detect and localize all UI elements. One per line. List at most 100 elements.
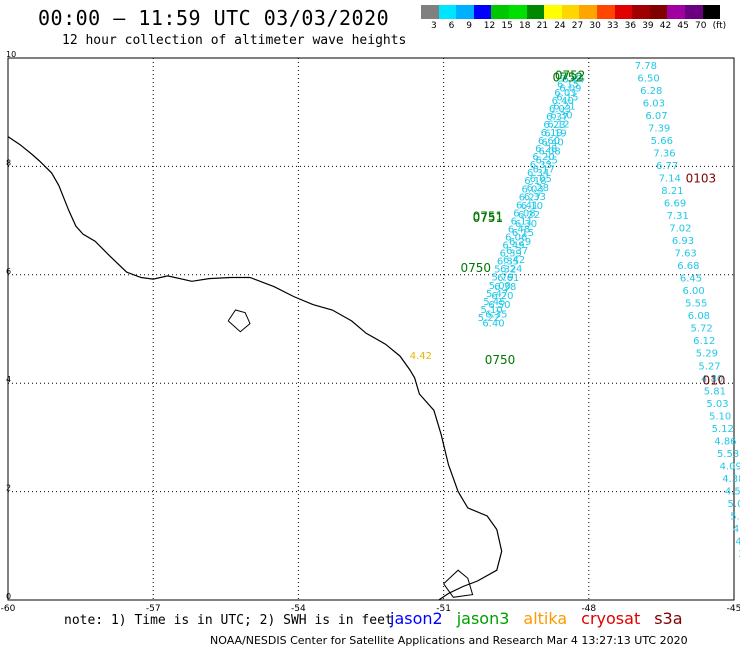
colorbar-swatch	[544, 5, 562, 19]
swh-value-label: 6.08	[513, 208, 535, 219]
swh-value-label: 5.03	[706, 399, 728, 410]
swh-value-label: 3.94	[738, 549, 740, 560]
swh-value-label: 5.27	[698, 361, 720, 372]
legend-item-jason2: jason2	[390, 609, 443, 628]
swh-value-label: 6.10	[521, 201, 543, 212]
colorbar-swatch	[508, 5, 527, 19]
swh-value-label: 6.38	[494, 282, 516, 293]
pass-time-label: 0103	[686, 172, 717, 186]
swh-value-label: 5.00	[489, 281, 511, 292]
swh-value-label: 7.63	[675, 249, 697, 260]
swh-value-label: 6.48	[508, 224, 530, 235]
legend-item-jason3: jason3	[456, 609, 510, 628]
lat-tick-label: 8	[6, 158, 11, 167]
colorbar-swatch	[614, 5, 633, 19]
colorbar-label: 27	[571, 21, 584, 31]
swh-value-label: 5.22	[478, 313, 500, 324]
colorbar-swatch	[456, 5, 474, 19]
swh-value-label: 5.06	[728, 499, 740, 510]
colorbar-swatch	[491, 5, 509, 19]
swh-value-label: 6.27	[519, 192, 541, 203]
swh-value-label: 6.17	[533, 165, 555, 176]
swh-value-label: 6.40	[552, 96, 574, 107]
swh-value-label: 6.12	[693, 336, 715, 347]
swh-value-label: 5.10	[709, 411, 731, 422]
swh-value-label: 4.80	[733, 524, 740, 535]
swh-value-label: 6.21	[553, 101, 575, 112]
legend-item-cryosat: cryosat	[581, 609, 641, 628]
pass-time-label: 010	[703, 373, 726, 387]
swh-value-label: 6.19	[541, 128, 563, 139]
colorbar	[421, 5, 721, 19]
swh-value-label: 7.39	[648, 123, 670, 134]
lon-tick-label: -51	[436, 604, 451, 614]
colorbar-label: 12	[483, 21, 496, 31]
swh-value-label: 6.61	[497, 273, 519, 284]
swh-value-label: 5.66	[651, 136, 673, 147]
swh-value-label: 6.45	[680, 274, 702, 285]
swh-value-label: 6.50	[488, 300, 510, 311]
swh-value-label: 6.00	[682, 286, 704, 297]
swh-value-label: 6.35	[485, 309, 507, 320]
pass-time-label: 0750	[485, 353, 516, 367]
lon-tick-label: -60	[1, 604, 16, 614]
swh-value-label: 4.42	[410, 351, 432, 362]
swh-value-label: 6.34	[527, 168, 549, 179]
swh-value-label: 6.69	[664, 199, 686, 210]
colorbar-label: 39	[642, 21, 654, 31]
swh-value-label: 7.36	[653, 148, 675, 159]
colorbar-label: 24	[554, 21, 566, 31]
swh-value-label: 6.18	[524, 176, 546, 187]
swh-value-label: 6.33	[530, 160, 552, 171]
swh-value-label: 4.53	[725, 486, 740, 497]
swh-value-label: 6.50	[637, 73, 659, 84]
colorbar-swatch	[596, 5, 615, 19]
coastline	[7, 136, 503, 601]
swh-value-label: 7.02	[669, 224, 691, 235]
swh-value-label: 6.42	[503, 255, 525, 266]
colorbar-label: (ft)	[712, 21, 727, 31]
colorbar-swatch	[667, 5, 685, 19]
swh-value-label: 6.15	[512, 228, 534, 239]
swh-value-label: 6.25	[536, 156, 558, 167]
colorbar-label: 36	[624, 21, 637, 31]
island	[227, 309, 251, 333]
swh-value-label: 6.03	[643, 98, 665, 109]
colorbar-label: 3	[431, 21, 437, 31]
colorbar-swatch	[561, 5, 580, 19]
colorbar-label: 45	[677, 21, 689, 31]
swh-value-label: 6.39	[500, 249, 522, 260]
swh-value-label: 6.11	[511, 216, 533, 227]
swh-value-label: 5.32	[494, 265, 516, 276]
page-title: 00:00 – 11:59 UTC 03/03/2020	[38, 6, 390, 30]
swh-value-label: 6.07	[645, 111, 667, 122]
colorbar-label: 15	[501, 21, 513, 31]
swh-value-label: 6.22	[518, 210, 540, 221]
swh-value-label: 6.18	[560, 72, 582, 83]
swh-value-label: 6.37	[506, 246, 528, 257]
lat-tick-label: 0	[6, 592, 11, 601]
colorbar-label: 21	[536, 21, 549, 31]
swh-value-label: 5.72	[690, 324, 712, 335]
swh-value-label: 6.05	[530, 174, 552, 185]
colorbar-label: 33	[607, 21, 619, 31]
colorbar-label: 70	[695, 21, 707, 31]
swh-value-label: 6.28	[527, 183, 549, 194]
swh-value-label: 5.55	[685, 299, 707, 310]
swh-value-label: 5.45	[483, 297, 505, 308]
swh-value-label: 5.79	[491, 273, 513, 284]
swh-value-label: 6.60	[538, 136, 560, 147]
lon-tick-label: -54	[291, 604, 306, 614]
lon-tick-label: -48	[581, 604, 596, 614]
credit-line: NOAA/NESDIS Center for Satellite Applica…	[210, 634, 688, 647]
lat-tick-label: 10	[6, 50, 16, 59]
swh-value-label: 4.38	[722, 474, 740, 485]
colorbar-label: 6	[448, 21, 455, 31]
swh-value-label: 6.40	[482, 318, 504, 329]
swh-value-label: 6.30	[550, 111, 572, 122]
swh-value-label: 6.28	[535, 144, 557, 155]
colorbar-swatch	[473, 5, 492, 19]
swh-value-label: 5.12	[712, 424, 734, 435]
swh-value-label: 6.41	[516, 200, 538, 211]
